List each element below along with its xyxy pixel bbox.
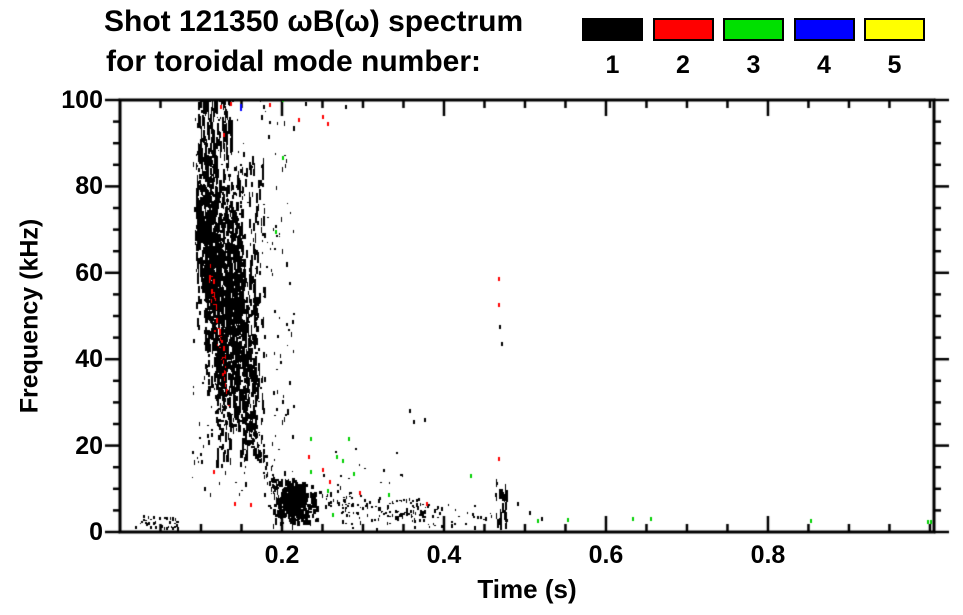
legend-label-n2: 2 (676, 51, 690, 79)
legend-label-n4: 4 (817, 51, 831, 79)
legend-swatch-n2 (652, 18, 714, 41)
x-tick-label-0.2: 0.2 (264, 541, 300, 569)
chart-subtitle: for toroidal mode number: (106, 45, 481, 78)
y-tick-label-60: 60 (75, 258, 103, 287)
legend-label-n5: 5 (887, 51, 902, 79)
x-tick-label-0.6: 0.6 (588, 541, 624, 569)
y-tick-label-0: 0 (89, 518, 103, 546)
x-axis-label: Time (s) (477, 574, 577, 604)
legend-swatch-n1 (582, 18, 643, 41)
y-tick-label-40: 40 (75, 345, 103, 374)
x-tick-label-0.8: 0.8 (750, 541, 786, 569)
legend-swatch-n4 (793, 18, 855, 41)
y-axis-label: Frequency (kHz) (15, 218, 44, 414)
y-tick-label-20: 20 (75, 431, 103, 460)
legend-label-n1: 1 (605, 51, 620, 79)
y-tick-label-100: 100 (61, 86, 103, 114)
y-tick-label-80: 80 (75, 172, 103, 201)
legend-swatch-n5 (864, 18, 925, 41)
x-tick-label-0.4: 0.4 (426, 541, 462, 569)
chart-title: Shot 121350 ωB(ω) spectrum (104, 5, 524, 38)
legend-swatch-n3 (723, 18, 784, 41)
legend-label-n3: 3 (746, 51, 761, 79)
